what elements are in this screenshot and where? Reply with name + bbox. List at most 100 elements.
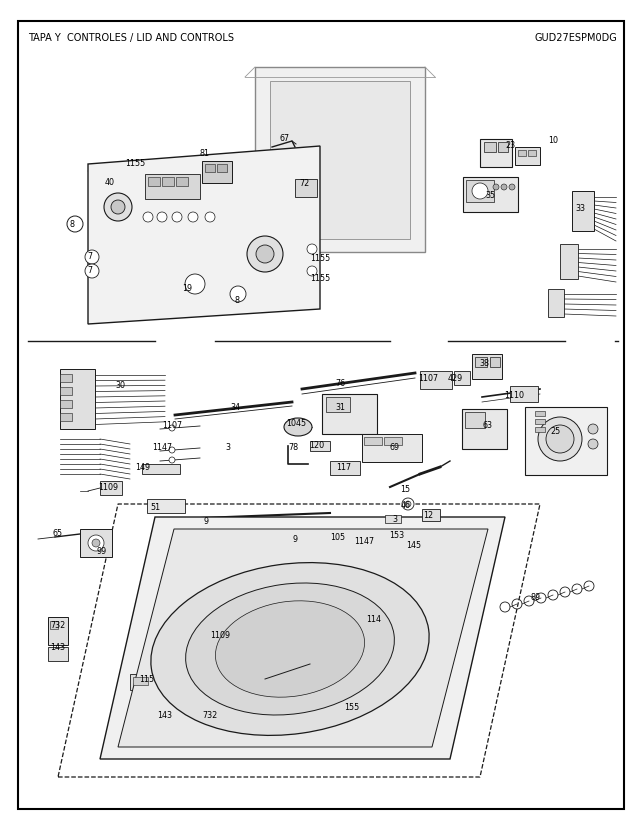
Text: 65: 65 [53, 529, 63, 538]
Bar [484, 142, 496, 153]
Bar [420, 372, 452, 389]
Circle shape [185, 275, 205, 295]
Text: 51: 51 [150, 502, 160, 511]
Text: 155: 155 [344, 703, 360, 711]
Text: 72: 72 [300, 178, 310, 187]
Polygon shape [100, 518, 505, 759]
Bar [152, 709, 168, 723]
Text: 63: 63 [483, 420, 493, 429]
Bar [217, 165, 227, 173]
Circle shape [169, 457, 175, 464]
Polygon shape [88, 147, 320, 325]
Text: 12: 12 [423, 510, 433, 519]
Bar [48, 647, 68, 662]
Bar [147, 499, 185, 513]
Circle shape [111, 200, 125, 214]
Bar [145, 175, 200, 200]
Bar [80, 529, 112, 557]
Text: 145: 145 [406, 540, 422, 549]
Text: 115: 115 [140, 675, 155, 684]
Bar [364, 437, 382, 445]
Bar [375, 547, 397, 560]
Bar [384, 437, 402, 445]
Text: 8: 8 [234, 295, 239, 304]
Bar [322, 394, 377, 435]
Text: 15: 15 [400, 485, 410, 494]
Bar [148, 178, 160, 187]
Circle shape [85, 251, 99, 265]
Bar [515, 148, 540, 166]
Text: 99: 99 [97, 546, 107, 556]
Bar [535, 412, 545, 416]
Bar [548, 290, 564, 318]
Text: 143: 143 [51, 643, 65, 652]
Ellipse shape [216, 601, 365, 697]
Text: 33: 33 [575, 203, 585, 212]
Text: 38: 38 [479, 358, 489, 367]
Bar [310, 441, 330, 451]
Bar [295, 180, 317, 198]
Bar [480, 140, 512, 168]
Text: 1155: 1155 [125, 158, 145, 167]
Bar [162, 178, 174, 187]
Circle shape [230, 286, 246, 303]
Bar [48, 617, 68, 645]
Bar [466, 181, 494, 203]
Bar [463, 178, 518, 213]
Bar [60, 374, 72, 383]
Text: 35: 35 [485, 190, 495, 200]
Bar [362, 435, 422, 463]
Bar [255, 68, 425, 253]
Text: 19: 19 [182, 283, 192, 292]
Circle shape [402, 498, 414, 510]
Bar [60, 369, 95, 430]
Text: GUD27ESPM0DG: GUD27ESPM0DG [534, 33, 617, 43]
Bar [535, 420, 545, 425]
Text: 149: 149 [136, 463, 150, 472]
Text: 25: 25 [551, 427, 561, 436]
Circle shape [85, 265, 99, 279]
Bar [510, 387, 538, 402]
Bar [326, 397, 350, 412]
Text: 1155: 1155 [310, 253, 330, 262]
Circle shape [188, 213, 198, 223]
Text: 69: 69 [390, 443, 400, 452]
Text: 732: 732 [51, 619, 66, 628]
Circle shape [307, 245, 317, 255]
Circle shape [143, 213, 153, 223]
Bar [270, 82, 410, 240]
Bar [528, 151, 536, 156]
Text: 31: 31 [335, 403, 345, 412]
Text: 114: 114 [367, 614, 381, 623]
Text: 8: 8 [70, 219, 74, 229]
Bar [472, 354, 502, 379]
Text: 732: 732 [202, 710, 218, 720]
Bar [535, 427, 545, 432]
Bar [176, 178, 188, 187]
Text: 7: 7 [88, 251, 93, 260]
Circle shape [256, 246, 274, 263]
Circle shape [307, 267, 317, 277]
Bar [100, 481, 122, 495]
Text: 117: 117 [337, 463, 351, 472]
Circle shape [538, 417, 582, 461]
Text: 1045: 1045 [286, 418, 306, 427]
Circle shape [405, 502, 411, 508]
Bar [202, 161, 232, 184]
Text: 1147: 1147 [354, 537, 374, 546]
Circle shape [501, 185, 507, 190]
Bar [465, 412, 485, 428]
Text: TAPA Y  CONTROLES / LID AND CONTROLS: TAPA Y CONTROLES / LID AND CONTROLS [28, 33, 234, 43]
Bar [490, 358, 500, 368]
Circle shape [67, 217, 83, 233]
Text: 153: 153 [389, 530, 404, 539]
Bar [525, 407, 607, 475]
Text: 46: 46 [401, 501, 411, 510]
Circle shape [169, 426, 175, 431]
Text: 1110: 1110 [504, 390, 524, 399]
Circle shape [92, 539, 100, 547]
Circle shape [157, 213, 167, 223]
Bar [454, 372, 470, 386]
Circle shape [509, 185, 515, 190]
Text: 1109: 1109 [210, 630, 230, 638]
